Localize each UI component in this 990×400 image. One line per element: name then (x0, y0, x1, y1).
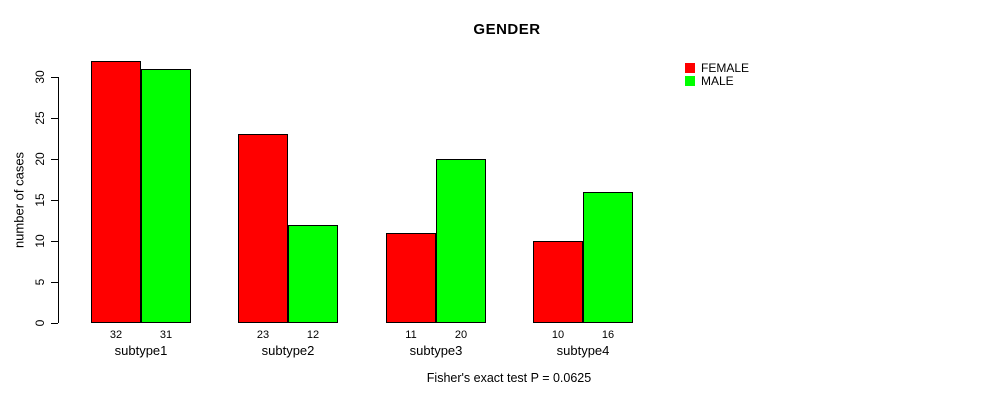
bar-female-subtype2 (238, 134, 288, 323)
y-tick-label: 0 (33, 319, 47, 327)
y-tick-mark (51, 117, 58, 119)
y-tick-label: 20 (33, 152, 47, 166)
x-axis-category-subtype1: subtype1 (114, 343, 168, 358)
legend-item-female: FEMALE (685, 62, 749, 74)
y-axis-line (58, 77, 59, 323)
female-color-swatch (685, 63, 695, 73)
y-axis-label: number of cases (11, 151, 27, 249)
bar-female-subtype1 (91, 60, 141, 323)
x-axis-category-subtype2: subtype2 (261, 343, 315, 358)
y-tick-mark (51, 240, 58, 242)
y-tick-label: 5 (33, 278, 47, 286)
bar-female-subtype4 (533, 241, 583, 323)
legend: FEMALE MALE (685, 62, 749, 88)
bar-value-label-female-subtype1: 32 (109, 329, 123, 341)
bar-value-label-female-subtype4: 10 (551, 329, 565, 341)
bar-female-subtype3 (386, 232, 436, 323)
bar-value-label-male-subtype1: 31 (159, 329, 173, 341)
legend-label-female: FEMALE (701, 61, 750, 75)
y-tick-label: 25 (33, 111, 47, 125)
y-tick-label: 30 (33, 70, 47, 84)
bar-value-label-male-subtype2: 12 (306, 329, 320, 341)
chart-title: GENDER (473, 21, 541, 38)
y-tick-mark (51, 199, 58, 201)
bar-value-label-female-subtype3: 11 (405, 329, 417, 341)
y-tick-mark (51, 158, 58, 160)
bar-value-label-male-subtype4: 16 (601, 329, 615, 341)
x-axis-category-subtype4: subtype4 (556, 343, 610, 358)
bar-value-label-male-subtype3: 20 (454, 329, 468, 341)
legend-item-male: MALE (685, 75, 749, 87)
bar-male-subtype1 (141, 68, 191, 323)
y-tick-label: 10 (33, 234, 47, 248)
bar-male-subtype2 (288, 224, 338, 323)
x-axis-category-subtype3: subtype3 (409, 343, 463, 358)
bar-male-subtype4 (583, 191, 633, 323)
y-tick-mark (51, 281, 58, 283)
y-tick-label: 15 (33, 193, 47, 207)
bar-male-subtype3 (436, 159, 486, 323)
male-color-swatch (685, 76, 695, 86)
footnote-text: Fisher's exact test P = 0.0625 (426, 371, 592, 385)
legend-label-male: MALE (701, 74, 734, 88)
y-tick-mark (51, 76, 58, 78)
bar-value-label-female-subtype2: 23 (256, 329, 270, 341)
y-tick-mark (51, 322, 58, 324)
